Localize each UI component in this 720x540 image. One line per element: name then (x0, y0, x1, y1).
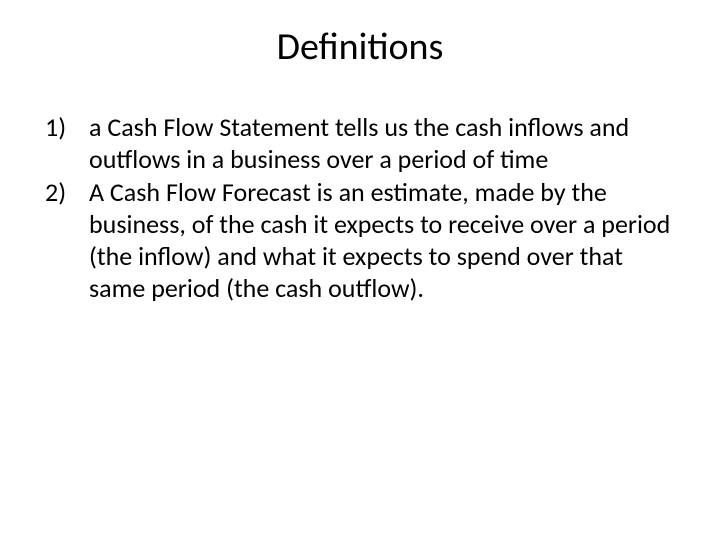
list-item: a Cash Flow Statement tells us the cash … (45, 112, 675, 175)
list-item: A Cash Flow Forecast is an estimate, mad… (45, 177, 675, 304)
slide-title: Definitions (45, 24, 675, 70)
definition-list: a Cash Flow Statement tells us the cash … (45, 112, 675, 304)
